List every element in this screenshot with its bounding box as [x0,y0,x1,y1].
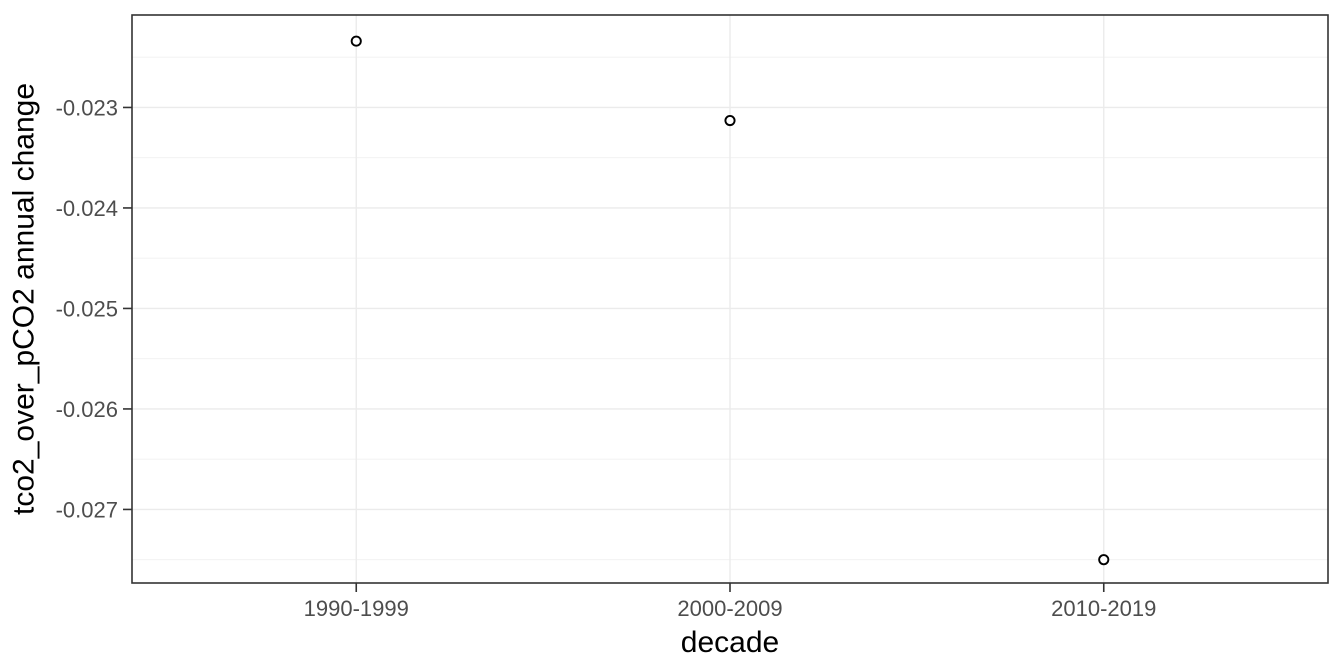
data-point [350,35,362,47]
x-axis-tick-label: 2010-2019 [1051,596,1156,621]
x-axis-tick-label: 1990-1999 [304,596,409,621]
y-axis-tick-label: -0.027 [56,497,118,522]
y-axis-title: tco2_over_pCO2 annual change [8,83,41,515]
x-axis-tick-label: 2000-2009 [677,596,782,621]
y-axis-tick-label: -0.024 [56,196,118,221]
y-axis-tick-label: -0.023 [56,95,118,120]
y-axis-tick-label: -0.025 [56,296,118,321]
y-axis-tick-label: -0.026 [56,397,118,422]
data-point [724,114,736,127]
data-point [1098,554,1110,566]
x-axis-title: decade [681,626,779,659]
